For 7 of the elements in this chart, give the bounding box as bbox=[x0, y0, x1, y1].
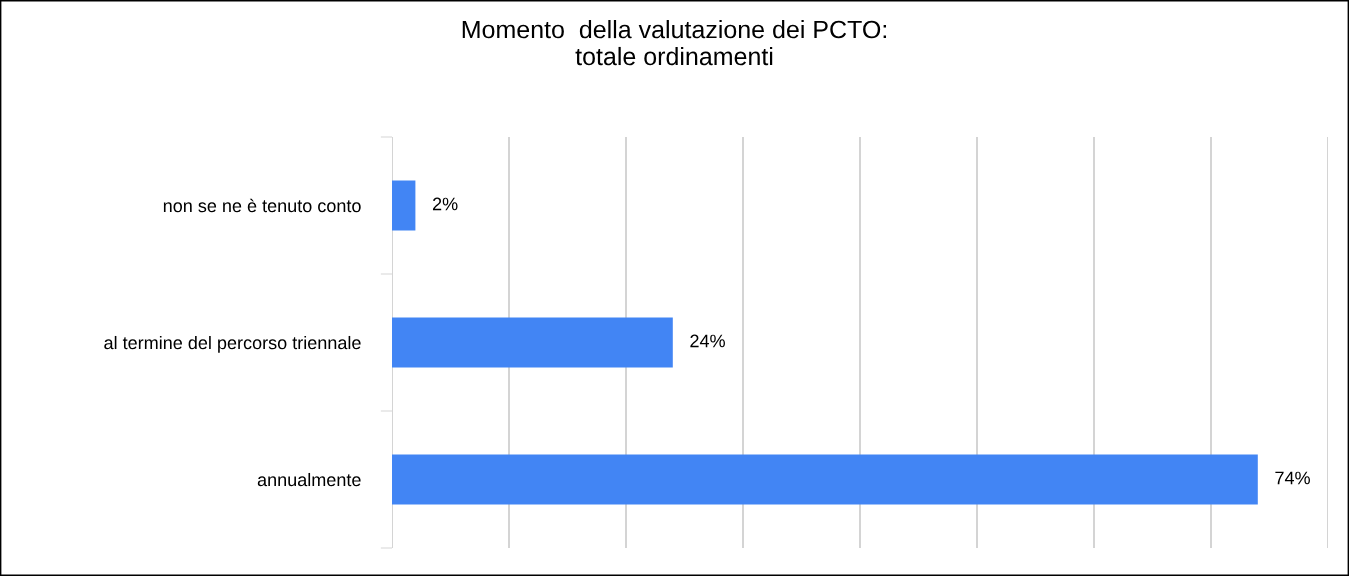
y-tick-label: al termine del percorso triennale bbox=[104, 335, 361, 353]
chart-title: Momento della valutazione dei PCTO: totale ordinamenti bbox=[462, 20, 887, 66]
data-label: 2% bbox=[432, 197, 458, 211]
y-tick-label: non se ne è tenuto conto bbox=[163, 198, 361, 213]
data-label: 74% bbox=[1275, 471, 1310, 485]
data-label: 24% bbox=[690, 334, 725, 348]
y-tick-label: annualmente bbox=[257, 472, 361, 487]
